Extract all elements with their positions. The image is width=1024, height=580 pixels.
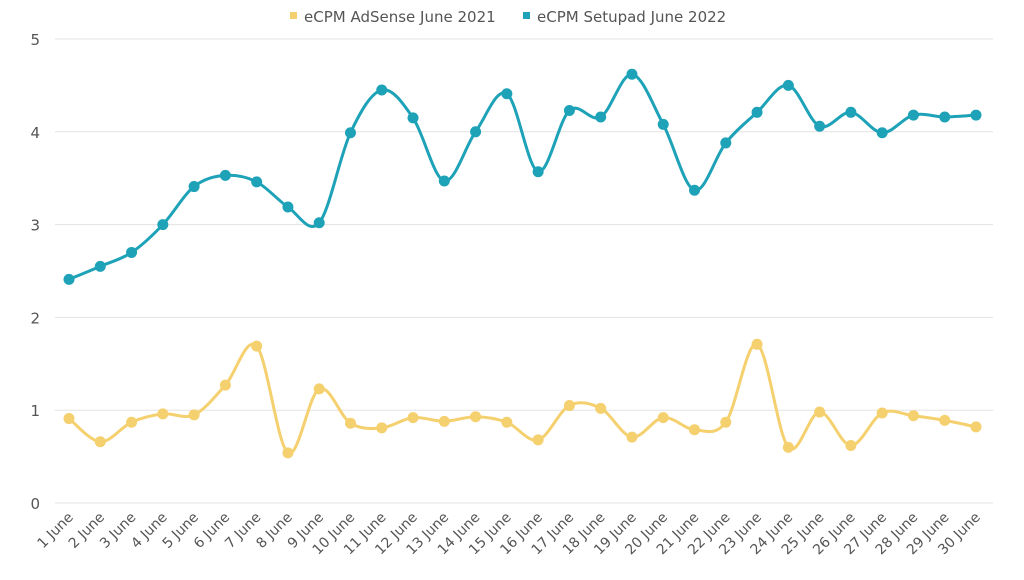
- data-point: [876, 127, 888, 139]
- data-point: [845, 439, 857, 451]
- data-point: [720, 137, 732, 149]
- data-point: [126, 246, 138, 258]
- data-point: [376, 84, 388, 96]
- data-point: [157, 408, 169, 420]
- data-point: [751, 106, 763, 118]
- data-point: [470, 126, 482, 138]
- data-point: [282, 447, 294, 459]
- data-point: [814, 120, 826, 132]
- legend-swatch-adsense: [290, 12, 297, 19]
- data-point: [532, 166, 544, 178]
- y-tick-label: 5: [30, 31, 40, 49]
- data-point: [188, 409, 200, 421]
- data-point: [63, 413, 75, 425]
- data-point: [970, 421, 982, 433]
- data-point: [845, 106, 857, 118]
- data-point: [689, 424, 701, 436]
- data-point: [376, 422, 388, 434]
- data-point: [94, 260, 106, 272]
- data-point: [689, 184, 701, 196]
- data-point: [251, 176, 263, 188]
- y-tick-label: 3: [30, 217, 40, 235]
- data-point: [907, 410, 919, 422]
- data-point: [219, 169, 231, 181]
- data-point: [438, 175, 450, 187]
- legend-label-adsense: eCPM AdSense June 2021: [304, 8, 496, 26]
- data-point: [438, 415, 450, 427]
- data-point: [219, 379, 231, 391]
- legend-label-setupad: eCPM Setupad June 2022: [537, 8, 726, 26]
- data-point: [595, 402, 607, 414]
- data-point: [344, 417, 356, 429]
- data-point: [563, 400, 575, 412]
- y-tick-label: 4: [30, 124, 40, 142]
- data-point: [782, 79, 794, 91]
- data-point: [532, 434, 544, 446]
- legend-swatch-setupad: [523, 12, 530, 19]
- data-point: [344, 127, 356, 139]
- data-point: [407, 412, 419, 424]
- data-point: [501, 416, 513, 428]
- data-point: [563, 104, 575, 116]
- data-point: [939, 111, 951, 123]
- data-point: [313, 383, 325, 395]
- data-point: [626, 68, 638, 80]
- data-point: [720, 416, 732, 428]
- data-point: [126, 416, 138, 428]
- data-point: [657, 118, 669, 130]
- data-point: [970, 109, 982, 121]
- data-point: [939, 414, 951, 426]
- data-point: [282, 201, 294, 213]
- data-point: [63, 273, 75, 285]
- data-point: [94, 436, 106, 448]
- y-tick-label: 1: [30, 402, 40, 420]
- series-line-1: [68, 72, 977, 281]
- data-point: [814, 406, 826, 418]
- data-point: [657, 412, 669, 424]
- legend: eCPM AdSense June 2021 eCPM Setupad June…: [290, 8, 726, 26]
- data-point: [501, 88, 513, 100]
- data-point: [876, 407, 888, 419]
- series-line-0: [68, 342, 977, 455]
- data-point: [595, 111, 607, 123]
- data-point: [251, 340, 263, 352]
- data-point: [782, 441, 794, 453]
- data-point: [407, 112, 419, 124]
- data-point: [470, 411, 482, 423]
- data-point: [626, 431, 638, 443]
- data-point: [907, 109, 919, 121]
- data-point: [157, 219, 169, 231]
- data-point: [751, 338, 763, 350]
- data-point: [188, 181, 200, 193]
- y-tick-label: 2: [30, 309, 40, 327]
- data-point: [313, 217, 325, 229]
- y-tick-label: 0: [30, 495, 40, 513]
